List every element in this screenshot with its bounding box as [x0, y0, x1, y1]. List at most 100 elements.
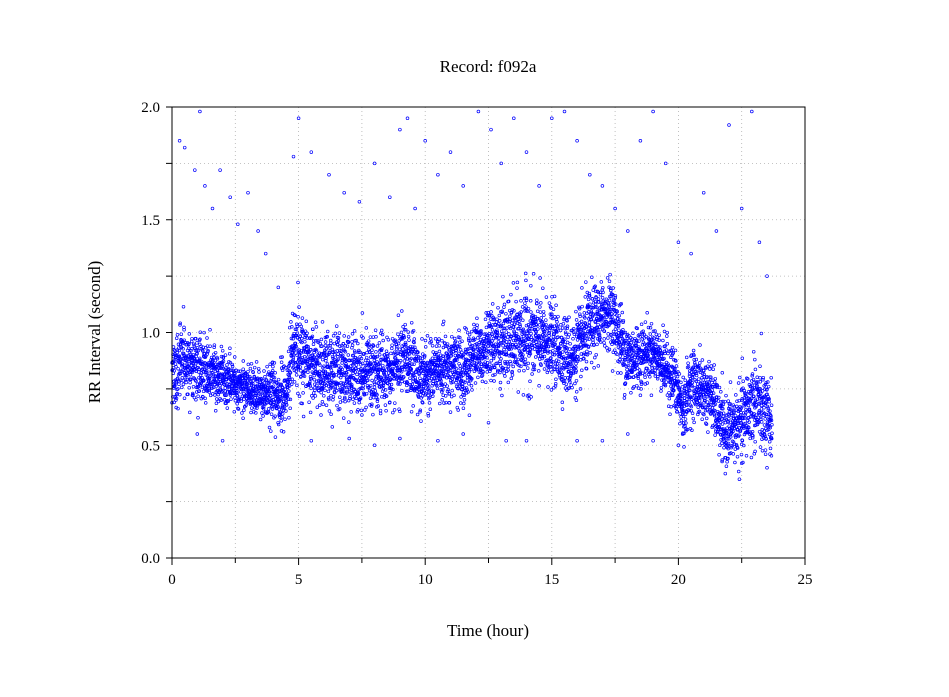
rr-point: [480, 379, 485, 384]
rr-point: [568, 380, 572, 384]
rr-point: [299, 324, 303, 329]
rr-point: [311, 391, 316, 395]
rr-point: [358, 350, 362, 354]
rr-point: [390, 346, 394, 351]
rr-point: [499, 356, 503, 361]
rr-point: [324, 347, 329, 351]
rr-point: [326, 389, 331, 394]
rr-point: [319, 413, 323, 417]
rr-point: [390, 343, 394, 347]
rr-point: [537, 323, 542, 327]
rr-point: [370, 378, 374, 383]
rr-point: [229, 397, 233, 401]
rr-point: [319, 390, 323, 395]
rr-point: [529, 283, 533, 288]
rr-point: [263, 375, 267, 379]
rr-point: [201, 379, 206, 383]
rr-point: [720, 422, 725, 426]
rr-point: [443, 334, 448, 339]
rr-point: [273, 414, 277, 419]
rr-point: [518, 324, 522, 329]
rr-point: [528, 379, 532, 384]
rr-point: [282, 402, 286, 407]
rr-point: [206, 384, 210, 389]
rr-point: [290, 377, 294, 382]
rr-point: [620, 310, 625, 315]
rr-point: [556, 314, 560, 319]
rr-point: [266, 410, 270, 415]
rr-point: [202, 378, 206, 383]
rr-point: [337, 407, 342, 411]
rr-point: [323, 340, 328, 344]
rr-point: [191, 375, 196, 380]
rr-point: [496, 305, 500, 310]
rr-point: [307, 400, 311, 404]
rr-point: [461, 390, 466, 394]
rr-point: [230, 362, 234, 367]
rr-point: [181, 304, 186, 309]
rr-point: [212, 343, 217, 347]
rr-point: [668, 412, 672, 417]
rr-point: [659, 385, 664, 390]
rr-point: [302, 346, 307, 351]
rr-point: [724, 393, 728, 398]
rr-point: [247, 381, 252, 385]
rr-point: [172, 400, 176, 405]
rr-point: [315, 405, 320, 409]
rr-point: [313, 388, 317, 392]
rr-point: [306, 352, 311, 357]
rr-point: [526, 361, 530, 366]
rr-point: [195, 348, 199, 352]
rr-point: [606, 336, 610, 340]
rr-point: [302, 374, 307, 378]
rr-point: [291, 364, 296, 369]
rr-point: [267, 382, 271, 386]
rr-point: [553, 315, 557, 319]
rr-point: [294, 322, 299, 327]
rr-point: [461, 406, 466, 410]
rr-point: [194, 336, 198, 341]
rr-point: [270, 372, 274, 377]
rr-point: [195, 351, 199, 356]
rr-point: [345, 389, 350, 394]
rr-point: [572, 332, 577, 336]
rr-point: [204, 369, 209, 373]
rr-point: [233, 371, 237, 376]
rr-point: [306, 345, 310, 349]
rr-point: [320, 357, 325, 362]
rr-point: [381, 338, 385, 343]
rr-point: [209, 368, 214, 373]
rr-point: [246, 369, 250, 374]
rr-point: [273, 435, 278, 439]
rr-point: [332, 341, 337, 346]
rr-point: [276, 377, 281, 382]
rr-point: [271, 384, 276, 388]
rr-point: [589, 360, 594, 365]
rr-point: [378, 411, 383, 416]
rr-point: [315, 358, 320, 363]
rr-point: [361, 380, 366, 385]
rr-point: [236, 406, 240, 411]
rr-point: [497, 313, 502, 318]
rr-point: [190, 347, 194, 351]
rr-point: [368, 350, 372, 354]
rr-point: [440, 398, 444, 402]
rr-point: [677, 372, 682, 376]
rr-point: [343, 350, 348, 354]
rr-point: [332, 352, 337, 357]
rr-point: [665, 342, 670, 346]
rr-point: [330, 383, 334, 388]
rr-point: [207, 388, 212, 393]
rr-point: [571, 337, 575, 341]
rr-point: [246, 374, 250, 378]
rr-point: [271, 380, 275, 384]
rr-point: [188, 370, 193, 375]
rr-point: [472, 322, 476, 327]
rr-point: [303, 359, 308, 364]
rr-point: [403, 322, 407, 327]
rr-point: [357, 360, 362, 364]
rr-point: [590, 275, 594, 280]
rr-point: [365, 363, 369, 367]
rr-point: [285, 368, 290, 372]
rr-point: [329, 341, 333, 346]
